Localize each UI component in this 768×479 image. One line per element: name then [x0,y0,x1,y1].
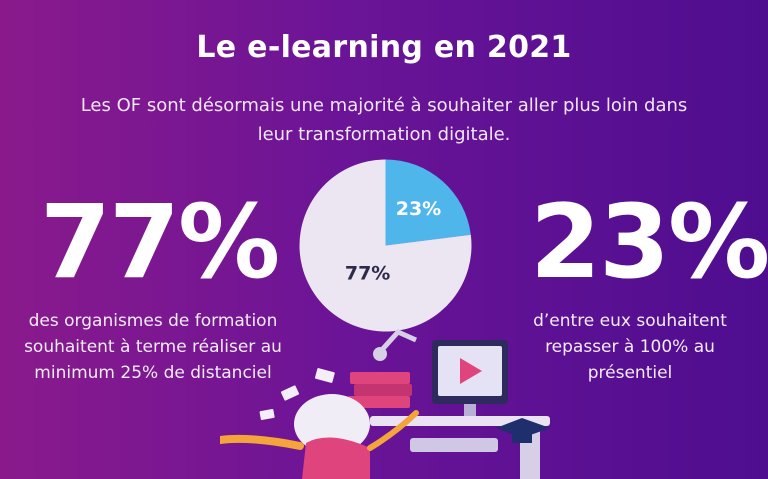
page-subtitle: Les OF sont désormais une majorité à sou… [80,95,688,145]
pie-slice-23 [385,159,471,246]
pie-slice-77 [299,159,472,332]
stat-right-value: 23% [530,183,768,302]
paper-pile-icon [294,394,370,454]
desk-top [370,416,550,426]
play-icon [460,358,482,384]
lamp-icon [378,328,418,354]
keyboard-icon [410,438,498,452]
person-icon [302,437,370,479]
stat-left-description: des organismes de formation souhaitent à… [24,311,282,383]
graduation-cap-icon [496,418,550,438]
pie-label-77: 77% [345,263,390,285]
stat-left-value: 77% [40,183,280,302]
pie-label-23: 23% [396,198,441,220]
stat-right-description: d’entre eux souhaitent repasser à 100% a… [533,311,727,383]
books-icon [350,372,410,384]
pie-chart: 23% 77% [299,159,472,332]
page-title: Le e-learning en 2021 [196,30,572,65]
paper-icon [280,385,300,401]
e-learning-illustration [220,328,550,479]
